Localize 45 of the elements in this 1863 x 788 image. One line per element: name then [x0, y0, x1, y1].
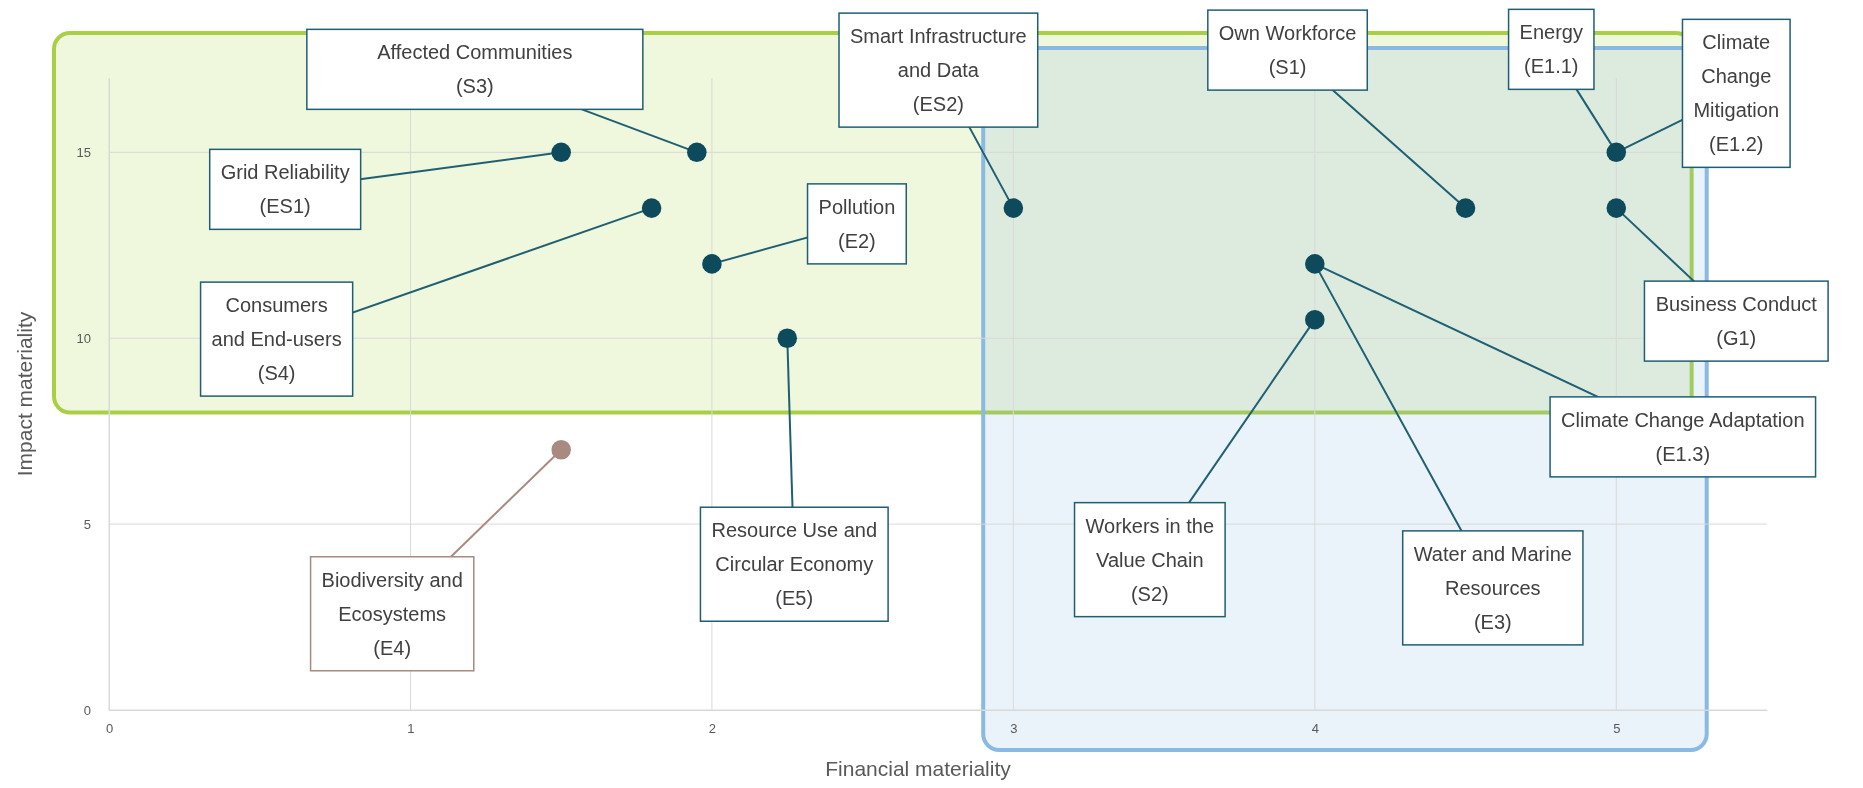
point [1455, 198, 1476, 218]
annotation: Business Conduct (G1) [1655, 293, 1818, 350]
x-tick-label: 3 [1010, 721, 1018, 737]
annotation: Own Workforce (S1) [1218, 22, 1357, 79]
annotation: Grid Reliability (ES1) [220, 161, 350, 218]
callout: Grid Reliability (ES1) [208, 148, 563, 231]
point [551, 142, 571, 163]
callout: Energy (E1.1) [1507, 8, 1618, 154]
point [687, 142, 707, 163]
point [1305, 309, 1325, 330]
y-tick-label: 10 [76, 330, 91, 346]
callout: Own Workforce (S1) [1207, 9, 1467, 210]
x-tick-label: 5 [1613, 721, 1621, 737]
annotation: Climate Change Mitigation (E1.2) [1693, 31, 1780, 156]
callout: Business Conduct (G1) [1615, 207, 1829, 362]
annotation: Climate Change Adaptation (E1.3) [1561, 408, 1805, 465]
point [1606, 198, 1627, 218]
point [1305, 254, 1325, 274]
point [702, 254, 722, 274]
y-tick-label: 15 [76, 145, 91, 161]
y-tick-label: 0 [83, 702, 91, 718]
annotation: Smart Infrastructure and Data (ES2) [850, 25, 1027, 116]
annotation: Resource Use and Circular Economy (E5) [711, 519, 878, 610]
annotation: Biodiversity and Ecosystems (E4) [321, 568, 463, 659]
point [1003, 198, 1024, 218]
x-axis-title: Financial materiality [825, 757, 1012, 780]
y-tick-label: 5 [83, 516, 91, 532]
callout: Workers in the Value Chain (S2) [1073, 318, 1316, 618]
annotation: Workers in the Value Chain (S2) [1085, 514, 1215, 605]
annotation: Energy (E1.1) [1519, 21, 1583, 78]
point [1606, 142, 1627, 163]
point [551, 440, 571, 460]
x-tick-label: 2 [708, 721, 717, 737]
x-tick-label: 4 [1311, 721, 1319, 737]
annotation: Affected Communities (S3) [377, 41, 573, 98]
y-axis-title: Impact materiality [13, 311, 36, 477]
annotation: Consumers and End-users (S4) [211, 294, 342, 385]
x-tick-label: 1 [407, 721, 415, 737]
callout: Biodiversity and Ecosystems (E4) [309, 448, 563, 672]
point [777, 328, 798, 348]
callout: Resource Use and Circular Economy (E5) [699, 337, 889, 622]
x-tick-label: 0 [105, 721, 114, 737]
annotation: Water and Marine Resources (E3) [1413, 542, 1572, 633]
point [641, 198, 662, 218]
annotation: Pollution (E2) [818, 195, 896, 252]
